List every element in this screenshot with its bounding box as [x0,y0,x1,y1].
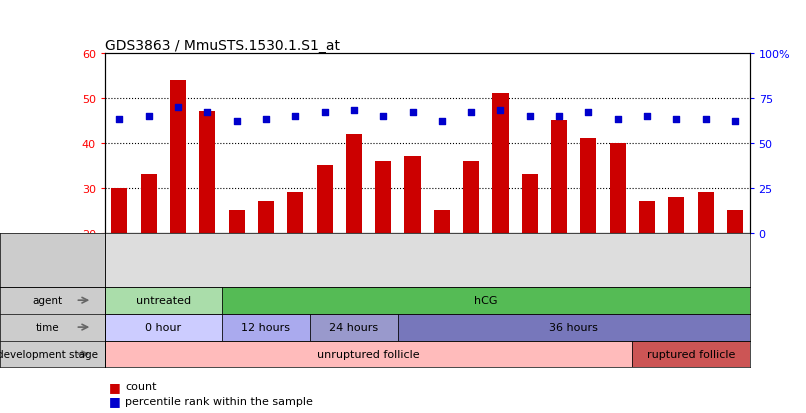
Point [465,110,478,116]
Point [260,117,272,123]
Bar [463,161,480,233]
Bar [222,314,310,341]
Point [376,113,389,120]
Text: development stage: development stage [0,349,98,359]
Point [289,113,301,120]
Bar [111,188,127,233]
Bar [317,166,333,233]
Bar [492,94,509,233]
Point [143,113,156,120]
Bar [222,287,750,314]
Bar [639,202,655,233]
Bar [551,121,567,233]
Bar [105,314,222,341]
Bar [199,112,215,233]
Bar [434,211,450,233]
Bar [170,81,186,233]
Text: ruptured follicle: ruptured follicle [646,349,735,359]
Point [553,113,566,120]
Bar [258,202,274,233]
Point [582,110,595,116]
Point [641,113,654,120]
Point [113,117,126,123]
Bar [346,135,362,233]
Point [347,108,360,114]
Point [523,113,536,120]
Point [494,108,507,114]
Bar [141,175,157,233]
Bar [310,314,398,341]
Text: unruptured follicle: unruptured follicle [318,349,420,359]
Point [729,119,742,125]
Point [318,110,331,116]
Bar [287,193,303,233]
Text: 36 hours: 36 hours [549,322,598,332]
Text: GDS3863 / MmuSTS.1530.1.S1_at: GDS3863 / MmuSTS.1530.1.S1_at [105,39,340,53]
Text: ■: ■ [109,380,121,393]
Text: time: time [35,322,59,332]
Bar [521,175,538,233]
Text: ■: ■ [109,394,121,407]
Point [611,117,624,123]
Bar [375,161,391,233]
Bar [105,287,222,314]
Bar [727,211,743,233]
Text: agent: agent [32,295,62,306]
Point [699,117,712,123]
Bar [609,143,625,233]
Bar [697,193,713,233]
Bar [105,341,633,368]
Text: percentile rank within the sample: percentile rank within the sample [125,396,313,406]
Bar [668,197,684,233]
Point [670,117,683,123]
Point [231,119,243,125]
Bar [229,211,245,233]
Text: hCG: hCG [474,295,497,306]
Text: count: count [125,381,156,391]
Bar [633,341,750,368]
Point [435,119,448,125]
Text: 12 hours: 12 hours [242,322,290,332]
Text: 0 hour: 0 hour [145,322,181,332]
Bar [580,139,596,233]
Point [201,110,214,116]
Text: 24 hours: 24 hours [330,322,379,332]
Bar [398,314,750,341]
Bar [405,157,421,233]
Point [406,110,419,116]
Text: untreated: untreated [136,295,191,306]
Point [172,104,185,111]
